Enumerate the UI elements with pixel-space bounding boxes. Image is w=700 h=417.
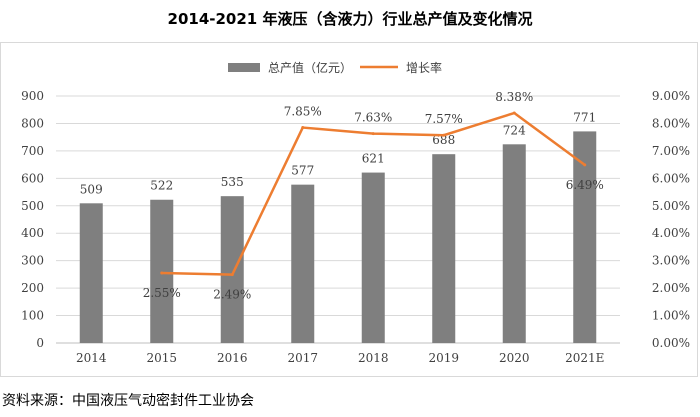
legend-bar-swatch [228, 63, 260, 72]
bar-value-label: 688 [432, 133, 455, 147]
growth-rate-point [583, 163, 587, 167]
y-tick-label: 600 [21, 171, 44, 185]
growth-rate-label: 8.38% [495, 90, 533, 104]
bar [220, 196, 244, 343]
y-tick-label: 900 [21, 89, 44, 103]
y-tick-label: 100 [21, 309, 44, 323]
y2-tick-label: 9.00% [652, 89, 690, 103]
bar-value-label: 771 [573, 110, 596, 124]
y2-tick-label: 1.00% [652, 309, 690, 323]
chart-frame [0, 42, 698, 377]
y2-tick-label: 7.00% [652, 144, 690, 158]
bar-value-label: 621 [362, 152, 385, 166]
x-tick-label: 2014 [76, 351, 107, 365]
legend-bar-label: 总产值（亿元） [268, 60, 352, 75]
y-tick-label: 700 [21, 144, 44, 158]
y-tick-label: 400 [21, 226, 44, 240]
bar [361, 172, 385, 343]
bar [432, 154, 456, 343]
growth-rate-label: 2.49% [213, 288, 251, 302]
x-tick-label: 2017 [287, 351, 318, 365]
bar [291, 184, 315, 343]
y-tick-label: 200 [21, 281, 44, 295]
bar-value-label: 535 [221, 175, 244, 189]
growth-rate-label: 7.57% [425, 112, 463, 126]
growth-rate-point [301, 126, 305, 130]
x-tick-label: 2021E [565, 351, 604, 365]
growth-rate-label: 7.63% [354, 111, 392, 125]
x-tick-label: 2019 [428, 351, 459, 365]
x-tick-label: 2020 [499, 351, 530, 365]
growth-rate-point [512, 111, 516, 115]
bar-value-label: 577 [291, 164, 314, 178]
bar [573, 131, 597, 343]
bar [502, 144, 526, 343]
y2-tick-label: 2.00% [652, 281, 690, 295]
y-tick-label: 0 [36, 336, 44, 350]
growth-rate-label: 6.49% [566, 178, 604, 192]
x-tick-label: 2016 [217, 351, 248, 365]
y2-tick-label: 5.00% [652, 199, 690, 213]
bar [150, 199, 174, 343]
growth-rate-point [230, 273, 234, 277]
growth-rate-label: 7.85% [284, 105, 322, 119]
legend-line-label: 增长率 [406, 60, 442, 75]
y2-tick-label: 8.00% [652, 116, 690, 130]
bar [79, 203, 103, 343]
y2-tick-label: 4.00% [652, 226, 690, 240]
y2-tick-label: 0.00% [652, 336, 690, 350]
x-tick-label: 2018 [358, 351, 389, 365]
x-tick-label: 2015 [146, 351, 177, 365]
y2-tick-label: 6.00% [652, 171, 690, 185]
bar-value-label: 724 [503, 123, 526, 137]
bar-value-label: 522 [150, 179, 173, 193]
growth-rate-point [442, 133, 446, 137]
growth-rate-point [371, 132, 375, 136]
chart-title: 2014-2021 年液压（含液力）行业总产值及变化情况 [167, 10, 533, 28]
y2-tick-label: 3.00% [652, 254, 690, 268]
source-note: 资料来源：中国液压气动密封件工业协会 [2, 393, 254, 409]
bar-value-label: 509 [80, 182, 103, 196]
y-tick-label: 300 [21, 254, 44, 268]
growth-rate-point [160, 271, 164, 275]
y-tick-label: 500 [21, 199, 44, 213]
growth-rate-label: 2.55% [143, 286, 181, 300]
y-tick-label: 800 [21, 116, 44, 130]
